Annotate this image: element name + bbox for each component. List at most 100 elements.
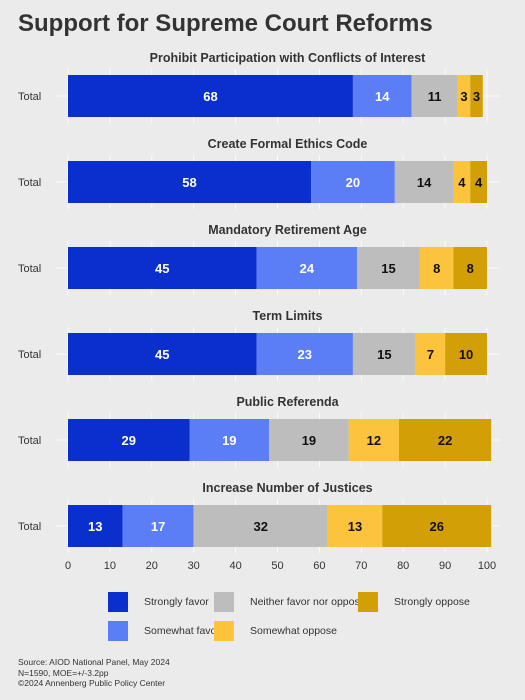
bar-segment (193, 505, 328, 547)
bar-segment (256, 247, 358, 289)
bar-segment (256, 333, 353, 375)
legend-item-somewhat-favor: Somewhat favor (108, 621, 220, 641)
data-label: 4 (458, 175, 466, 190)
data-label: 8 (467, 261, 474, 276)
legend-item-strongly-oppose: Strongly oppose (358, 592, 470, 612)
x-tick-label: 20 (146, 560, 158, 572)
legend-swatch-strongly-favor (108, 592, 128, 612)
bar-segment (453, 161, 471, 203)
sample-line: N=1590, MOE=+/-3.2pp (18, 667, 109, 678)
x-tick-label: 70 (355, 560, 367, 572)
row-label: Total (18, 91, 41, 103)
data-label: 8 (433, 261, 440, 276)
bar-segment (415, 333, 446, 375)
bar-segment (311, 161, 395, 203)
legend-label: Strongly oppose (394, 596, 470, 608)
x-tick-label: 0 (65, 560, 71, 572)
data-label: 23 (298, 347, 312, 362)
legend-swatch-somewhat-oppose (214, 621, 234, 641)
bar-segment (352, 333, 416, 375)
panel-title: Mandatory Retirement Age (208, 223, 367, 237)
x-tick-label: 50 (271, 560, 283, 572)
source-note: Source: AIOD National Panel, May 2024 N=… (18, 657, 170, 689)
bar-segment (348, 419, 400, 461)
bar-segment (445, 333, 487, 375)
row-label: Total (18, 177, 41, 189)
data-label: 68 (203, 89, 217, 104)
bar-segment (68, 419, 190, 461)
row-label: Total (18, 263, 41, 275)
bar-segment (68, 247, 257, 289)
bar-segment (68, 75, 353, 117)
data-label: 15 (381, 261, 395, 276)
data-label: 3 (473, 89, 480, 104)
stacked-bar-chart: Prohibit Participation with Conflicts of… (18, 51, 500, 572)
legend-item-strongly-favor: Strongly favor (108, 592, 209, 612)
legend-label: Neither favor nor oppose (250, 596, 366, 608)
chart-title: Support for Supreme Court Reforms (18, 10, 433, 37)
x-tick-label: 10 (104, 560, 116, 572)
data-label: 19 (222, 433, 236, 448)
bar-segment (269, 419, 349, 461)
data-label: 17 (151, 519, 165, 534)
data-label: 14 (375, 89, 390, 104)
panel-title: Increase Number of Justices (202, 481, 372, 495)
data-label: 19 (302, 433, 316, 448)
data-label: 15 (377, 347, 391, 362)
x-tick-label: 60 (313, 560, 325, 572)
bar-segment (470, 75, 483, 117)
data-label: 12 (367, 433, 381, 448)
bar-segment (470, 161, 487, 203)
row-label: Total (18, 349, 41, 361)
bar-segment (68, 505, 123, 547)
legend-swatch-strongly-oppose (358, 592, 378, 612)
data-label: 24 (300, 261, 315, 276)
source-line: Source: AIOD National Panel, May 2024 (18, 657, 170, 667)
bar-segment (411, 75, 458, 117)
data-label: 26 (429, 519, 443, 534)
x-tick-label: 40 (229, 560, 241, 572)
bar-segment (68, 161, 312, 203)
x-tick-label: 100 (478, 560, 496, 572)
data-label: 45 (155, 261, 169, 276)
bar-segment (122, 505, 194, 547)
row-label: Total (18, 435, 41, 447)
bar-segment (382, 505, 492, 547)
x-tick-label: 30 (188, 560, 200, 572)
panel-title: Public Referenda (236, 395, 339, 409)
bar-segment (399, 419, 492, 461)
bar-segment (457, 75, 471, 117)
data-label: 10 (459, 347, 473, 362)
bar-segment (357, 247, 420, 289)
data-label: 20 (346, 175, 360, 190)
legend-item-neither: Neither favor nor oppose (214, 592, 366, 612)
data-label: 45 (155, 347, 169, 362)
data-label: 13 (348, 519, 362, 534)
data-label: 4 (475, 175, 483, 190)
legend-label: Somewhat oppose (250, 625, 337, 637)
data-label: 32 (254, 519, 268, 534)
data-label: 3 (460, 89, 467, 104)
bar-segment (352, 75, 412, 117)
bar-segment (68, 333, 257, 375)
data-label: 29 (122, 433, 136, 448)
row-label: Total (18, 521, 41, 533)
copyright-line: ©2024 Annenberg Public Policy Center (18, 678, 166, 688)
legend-swatch-neither (214, 592, 234, 612)
data-label: 22 (438, 433, 452, 448)
bar-segment (189, 419, 270, 461)
x-tick-label: 90 (439, 560, 451, 572)
bar-segment (394, 161, 454, 203)
bar-segment (453, 247, 487, 289)
legend: Strongly favor Neither favor nor oppose … (108, 592, 508, 652)
legend-item-somewhat-oppose: Somewhat oppose (214, 621, 337, 641)
panel-title: Prohibit Participation with Conflicts of… (150, 51, 427, 65)
data-label: 11 (428, 89, 442, 104)
data-label: 58 (182, 175, 196, 190)
legend-label: Somewhat favor (144, 625, 220, 637)
x-tick-label: 80 (397, 560, 409, 572)
data-label: 14 (417, 175, 432, 190)
data-label: 13 (88, 519, 102, 534)
legend-swatch-somewhat-favor (108, 621, 128, 641)
bar-segment (327, 505, 383, 547)
